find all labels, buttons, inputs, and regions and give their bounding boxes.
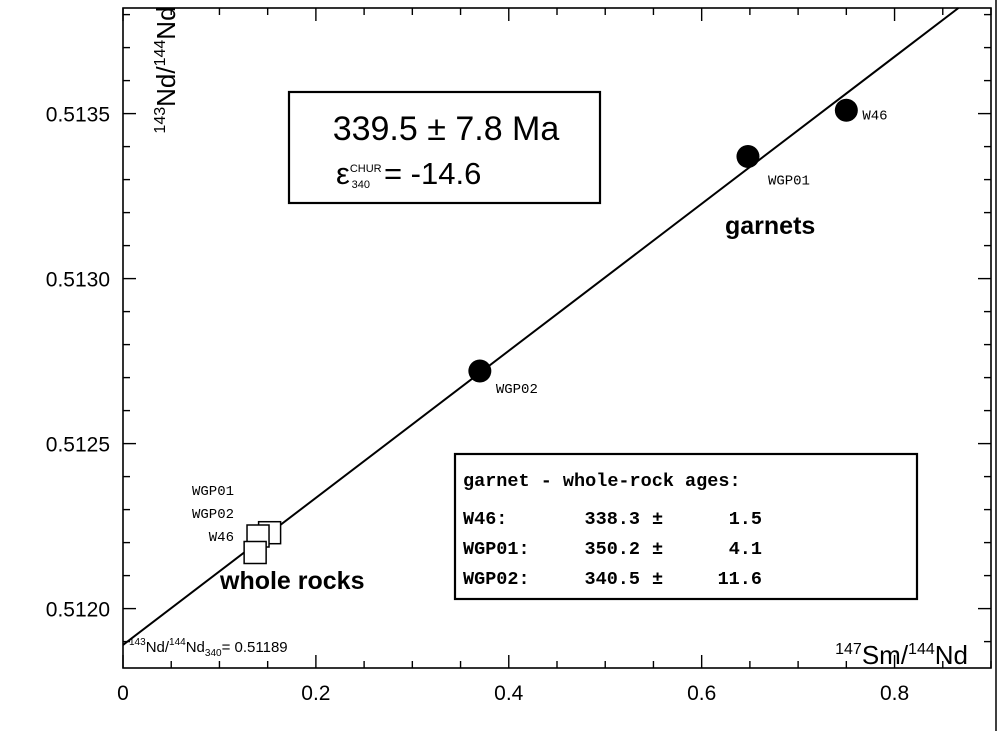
garnet-point-label: W46 [862, 108, 887, 124]
series-label-garnets: garnets [725, 212, 815, 240]
age-box-frame [287, 90, 602, 205]
whole-rock-point-label: W46 [209, 530, 234, 546]
garnet-point [736, 145, 760, 168]
ages-row-pm: ± [652, 509, 663, 530]
ages-row-error: 11.6 [718, 569, 762, 590]
ages-row-error: 1.5 [729, 509, 762, 530]
ages-table: garnet - whole-rock ages: W46: 338.3 ±1.5W… [453, 452, 919, 601]
ages-row-age: 340.5 [584, 569, 640, 590]
garnet-point-label: WGP01 [768, 174, 810, 190]
plot-frame [122, 7, 992, 669]
intercept-label: 143Nd/144Nd340= 0.51189 [129, 637, 288, 659]
whole-rock-point-label: WGP02 [192, 507, 234, 523]
garnet-point [834, 98, 858, 122]
garnet-point-label: WGP02 [496, 382, 538, 398]
ages-row-pm: ± [652, 539, 663, 560]
ages-row-error: 4.1 [729, 539, 762, 560]
age-box: 339.5 ± 7.8 Ma εCHUR 340 = -14.6 [287, 90, 602, 205]
series-label-whole-rocks: whole rocks [219, 567, 365, 595]
x-tick-label: 0.6 [687, 682, 716, 705]
ages-row-sample: W46: [463, 509, 507, 530]
point-labels: W46 WGP01 WGP02 WGP01 WGP02 W46 [192, 108, 888, 546]
garnet-point [468, 359, 492, 383]
ages-table-rows: W46: 338.3 ±1.5 WGP01: 350.2 ±4.1 WGP02: 340.5 ±… [463, 509, 762, 590]
y-tick-label: 0.5120 [46, 599, 110, 622]
whole-rock-point-label: WGP01 [192, 484, 234, 500]
isochron-age: 339.5 ± 7.8 Ma [333, 110, 560, 148]
axis-tick-labels: 0 0.2 0.4 0.6 0.8 0.5120 0.5125 0.5130 0.5135 [46, 104, 909, 705]
x-tick-label: 0.2 [301, 682, 330, 705]
whole-rock-point [243, 540, 267, 565]
y-tick-label: 0.5130 [46, 269, 110, 292]
ages-row-age: 350.2 [584, 539, 640, 560]
x-tick-label: 0.8 [880, 682, 909, 705]
y-tick-label: 0.5125 [46, 434, 110, 457]
ages-row-age: 338.3 [584, 509, 640, 530]
x-axis-title: 147Sm/144Nd [835, 640, 968, 670]
x-tick-label: 0.4 [494, 682, 524, 705]
ages-table-title: garnet - whole-rock ages: [463, 471, 741, 492]
ages-row-sample: WGP01: [463, 539, 530, 560]
ages-table-frame [453, 452, 919, 601]
epsilon-nd: εCHUR 340 = -14.6 [336, 156, 481, 191]
x-tick-label: 0 [117, 682, 129, 705]
data-points [243, 98, 858, 565]
ages-row-sample: WGP02: [463, 569, 530, 590]
ages-row-pm: ± [652, 569, 663, 590]
y-axis-title: 143Nd/144Nd [151, 6, 181, 133]
y-tick-label: 0.5135 [46, 104, 110, 127]
